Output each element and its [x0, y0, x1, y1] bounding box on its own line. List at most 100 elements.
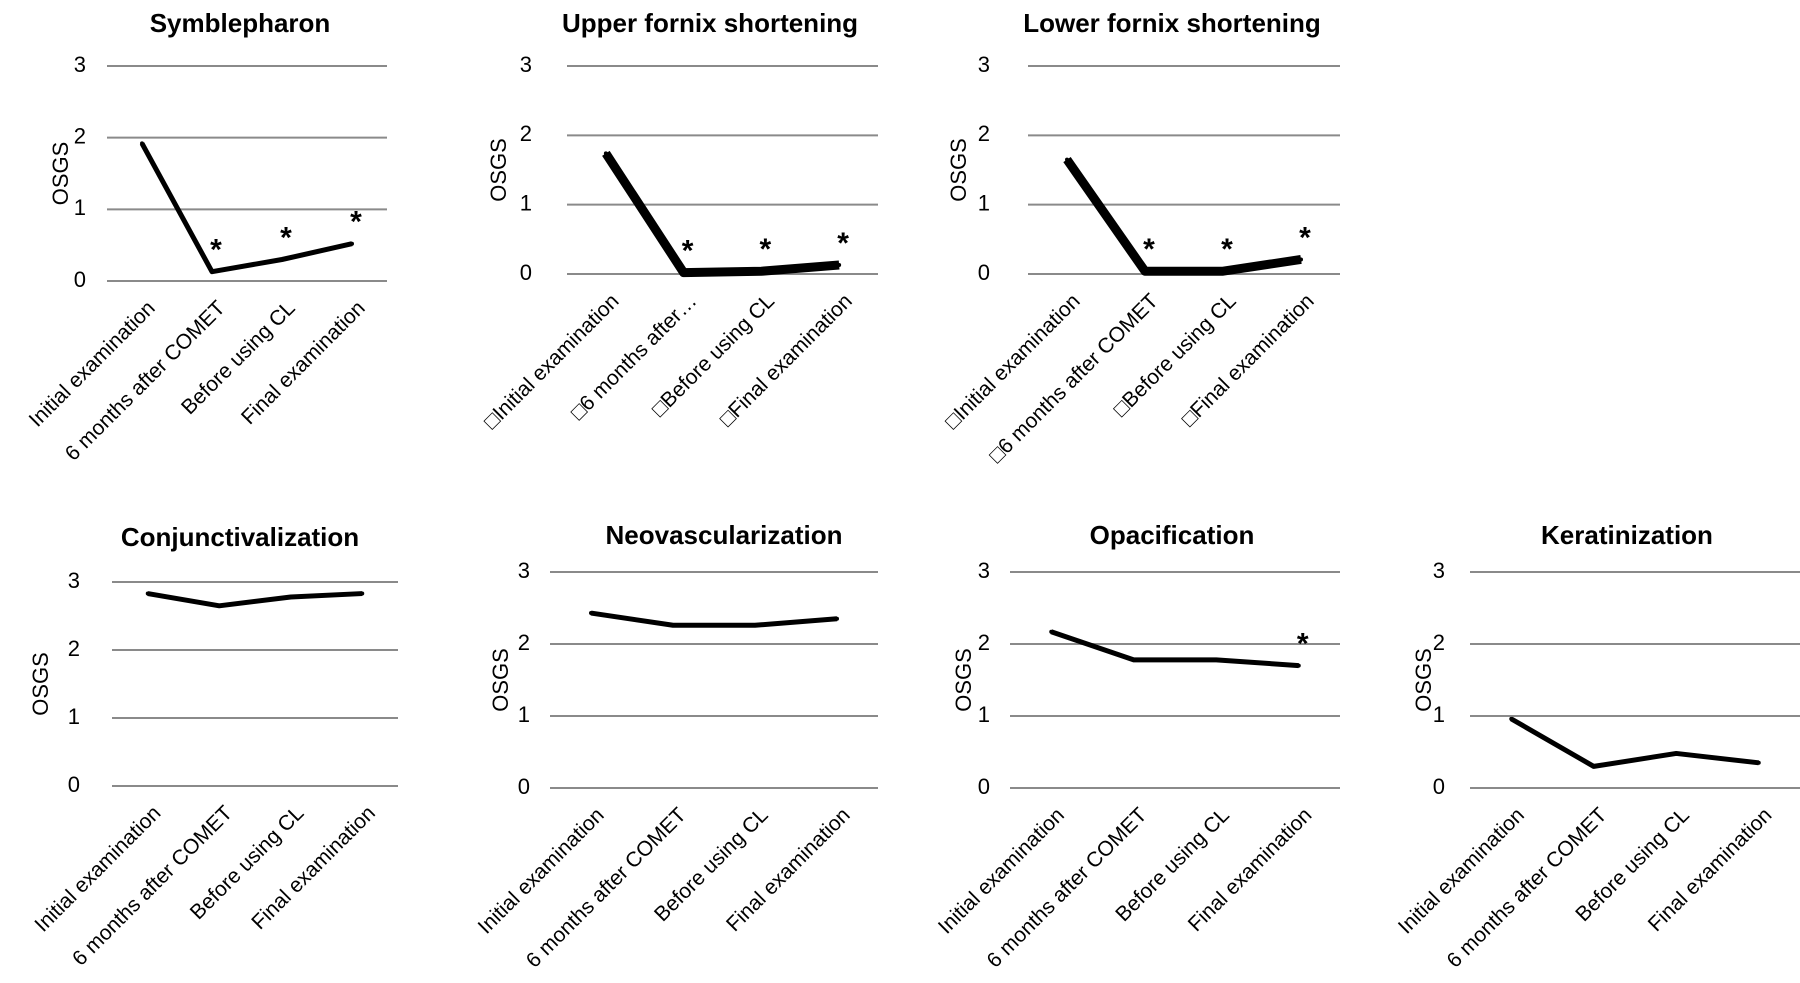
significance-marker: *	[837, 227, 849, 260]
data-point	[217, 603, 222, 608]
y-tick-label: 1	[978, 702, 990, 727]
y-tick-label: 2	[68, 636, 80, 661]
x-tick-label: Final examination	[247, 801, 380, 934]
data-point	[835, 616, 839, 621]
data-point	[1049, 629, 1054, 634]
x-tick-label: 6 months after COMET	[522, 803, 691, 972]
chart-title: Keratinization	[1541, 520, 1713, 550]
data-point	[681, 270, 686, 275]
y-axis-label: OSGS	[951, 648, 976, 712]
y-tick-label: 2	[520, 121, 532, 146]
series-line	[1063, 157, 1302, 276]
y-tick-label: 0	[1433, 774, 1445, 799]
chart-conjunctivalization: Conjunctivalization 0 1 2 3 OSGS Initial exami…	[28, 522, 398, 970]
y-tick-label: 0	[518, 774, 530, 799]
data-point	[1509, 716, 1514, 721]
significance-marker: *	[210, 234, 222, 267]
significance-marker: *	[280, 222, 292, 255]
significance-marker: *	[350, 206, 362, 239]
x-tick-label: □Initial examination	[941, 289, 1085, 433]
chart-title: Upper fornix shortening	[562, 8, 858, 38]
y-tick-label: 1	[518, 702, 530, 727]
y-tick-label: 3	[978, 52, 990, 77]
y-tick-label: 3	[1433, 558, 1445, 583]
data-point	[1221, 269, 1225, 274]
chart-lower-fornix-shortening: Lower fornix shortening 0 1 2 3 OSGS * * * □Initi…	[941, 8, 1340, 467]
significance-marker: *	[1299, 221, 1311, 254]
chart-title: Opacification	[1090, 520, 1255, 550]
y-tick-label: 0	[978, 260, 990, 285]
y-tick-label: 0	[68, 772, 80, 797]
y-tick-label: 1	[978, 190, 990, 215]
y-axis-label: OSGS	[28, 652, 53, 716]
chart-title: Lower fornix shortening	[1023, 8, 1321, 38]
x-tick-label: 6 months after COMET	[983, 803, 1152, 972]
series-line	[1510, 716, 1760, 769]
y-tick-label: 2	[518, 630, 530, 655]
y-tick-label: 0	[520, 260, 532, 285]
y-tick-label: 2	[1433, 630, 1445, 655]
data-point	[1143, 269, 1147, 274]
data-point	[589, 611, 593, 616]
data-point	[360, 591, 365, 596]
series-line	[590, 610, 838, 628]
significance-marker: *	[1221, 233, 1233, 266]
y-axis-label: OSGS	[488, 648, 513, 712]
data-point	[1674, 751, 1679, 756]
x-tick-label: □Final examination	[715, 289, 857, 431]
y-tick-label: 1	[68, 704, 80, 729]
data-point	[1591, 764, 1596, 769]
significance-marker: *	[1143, 233, 1155, 266]
chart-title: Neovascularization	[606, 520, 843, 550]
data-point	[671, 623, 675, 628]
y-tick-label: 3	[68, 568, 80, 593]
y-tick-label: 3	[978, 558, 990, 583]
chart-symblepharon: Symblepharon 0 1 2 3 OSGS * * * Initial examinati…	[25, 8, 387, 465]
chart-upper-fornix-shortening: Upper fornix shortening 0 1 2 3 OSGS * * * □Initi…	[480, 8, 878, 434]
y-tick-label: 3	[74, 52, 86, 77]
series-line	[147, 591, 363, 609]
y-tick-label: 3	[520, 52, 532, 77]
y-tick-label: 3	[518, 558, 530, 583]
y-axis-label: OSGS	[48, 142, 73, 206]
data-point	[145, 591, 150, 596]
data-point	[753, 623, 757, 628]
data-point	[1296, 663, 1301, 668]
x-tick-label: Initial examination	[25, 296, 160, 431]
y-tick-label: 1	[74, 195, 86, 220]
x-tick-label: □Final examination	[1177, 289, 1319, 431]
data-point	[1299, 257, 1303, 262]
data-point	[759, 269, 764, 274]
data-point	[603, 151, 608, 156]
significance-marker: *	[1297, 628, 1309, 661]
series-line	[1050, 629, 1299, 669]
y-axis-label: OSGS	[1411, 648, 1436, 712]
data-point	[837, 262, 842, 267]
x-tick-label: □Initial examination	[480, 289, 624, 433]
x-tick-label: 6 months after COMET	[1443, 803, 1612, 972]
chart-title: Conjunctivalization	[121, 522, 359, 552]
data-point	[210, 269, 214, 274]
data-point	[1065, 157, 1069, 162]
data-point	[1756, 760, 1761, 765]
significance-marker: *	[682, 235, 694, 268]
data-point	[140, 141, 144, 146]
x-tick-label: Final examination	[237, 296, 370, 429]
y-tick-label: 0	[978, 774, 990, 799]
y-tick-label: 1	[1433, 702, 1445, 727]
y-tick-label: 1	[520, 190, 532, 215]
data-point	[288, 594, 293, 599]
y-tick-label: 2	[74, 123, 86, 148]
x-tick-label: Initial examination	[30, 801, 165, 936]
data-point	[1214, 657, 1219, 662]
y-axis-label: OSGS	[946, 138, 971, 202]
y-tick-label: 0	[74, 267, 86, 292]
data-point	[1131, 657, 1136, 662]
series-line	[602, 150, 840, 278]
series-line	[139, 142, 353, 275]
data-point	[350, 241, 354, 246]
